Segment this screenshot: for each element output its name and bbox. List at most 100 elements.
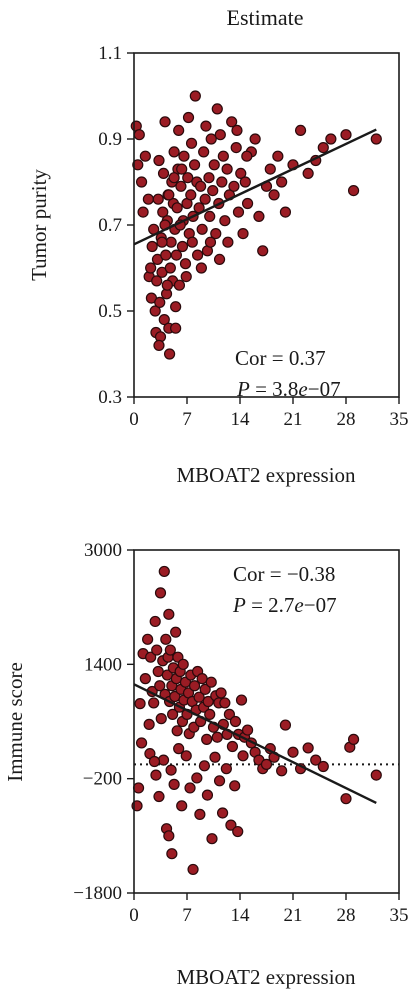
- data-point: [170, 301, 182, 313]
- data-point: [213, 775, 226, 787]
- data-point: [171, 202, 183, 214]
- data-point: [241, 724, 254, 736]
- x-tick-label: 0: [129, 905, 139, 926]
- p-exponent: −07: [308, 377, 341, 401]
- data-point: [223, 708, 235, 720]
- data-point: [168, 778, 180, 790]
- data-point: [180, 271, 192, 283]
- data-point: [132, 159, 144, 171]
- data-point: [153, 154, 165, 167]
- data-point: [134, 698, 146, 710]
- data-point: [165, 764, 177, 776]
- y-tick-label: 1.1: [98, 43, 122, 64]
- data-point: [163, 608, 175, 620]
- data-point: [168, 172, 180, 184]
- data-point: [163, 189, 175, 201]
- data-point: [142, 633, 154, 645]
- data-point: [219, 215, 231, 227]
- data-point: [225, 819, 237, 831]
- data-point: [370, 133, 382, 145]
- data-point: [154, 587, 167, 599]
- correlation-label: Cor = −0.38: [233, 562, 335, 586]
- data-point: [203, 172, 215, 184]
- data-point: [194, 808, 206, 820]
- data-point: [235, 694, 248, 706]
- data-point: [302, 742, 314, 754]
- data-point: [198, 146, 210, 158]
- data-point: [178, 150, 190, 162]
- data-point: [310, 754, 322, 766]
- data-point: [176, 163, 188, 175]
- data-point: [176, 800, 188, 812]
- data-point: [198, 760, 211, 772]
- x-tick-label: 14: [231, 409, 251, 430]
- data-point: [133, 129, 145, 141]
- data-point: [176, 240, 189, 253]
- p-value-label: P = 2.7e−07: [232, 593, 337, 617]
- data-point: [201, 789, 214, 801]
- data-point: [163, 830, 175, 842]
- p-exponent-e: e: [294, 593, 303, 617]
- data-point: [253, 210, 265, 222]
- data-point: [137, 206, 149, 218]
- x-tick-label: 7: [182, 409, 192, 430]
- data-point: [158, 565, 170, 578]
- data-point: [142, 193, 154, 205]
- x-tick-label: 7: [182, 905, 192, 926]
- data-point: [237, 228, 249, 240]
- data-point: [185, 189, 197, 201]
- data-point: [143, 718, 155, 730]
- data-point: [257, 245, 269, 257]
- data-point: [199, 683, 211, 695]
- data-point: [235, 167, 247, 179]
- data-point: [205, 676, 217, 688]
- y-tick-label: 0.7: [98, 215, 122, 236]
- data-point: [205, 133, 217, 145]
- data-point: [239, 176, 251, 188]
- data-point: [182, 172, 194, 184]
- data-point: [151, 275, 163, 287]
- data-point: [159, 116, 171, 128]
- data-point: [216, 176, 228, 188]
- data-point: [173, 279, 186, 291]
- p-value-label: P = 3.8e−07: [236, 377, 341, 401]
- data-point: [268, 189, 280, 201]
- data-point: [186, 236, 198, 248]
- x-axis-title: MBOAT2 expression: [176, 965, 356, 989]
- y-tick-label: 1400: [84, 654, 122, 675]
- p-symbol: P: [232, 593, 246, 617]
- data-point: [188, 680, 201, 692]
- data-point: [139, 673, 151, 685]
- data-point: [209, 751, 221, 763]
- data-point: [149, 615, 161, 628]
- data-point: [152, 193, 164, 205]
- data-point: [200, 120, 212, 132]
- data-point: [150, 769, 162, 781]
- data-point: [188, 159, 201, 171]
- data-point: [211, 731, 223, 743]
- data-point: [221, 163, 233, 175]
- data-point: [149, 305, 161, 317]
- data-point: [231, 124, 243, 136]
- x-tick-label: 35: [390, 905, 409, 926]
- data-point: [196, 223, 208, 235]
- data-point: [208, 159, 220, 171]
- data-point: [302, 167, 314, 179]
- data-point: [347, 185, 360, 197]
- data-point: [173, 124, 185, 136]
- data-point: [272, 150, 284, 162]
- data-point: [340, 793, 352, 805]
- x-tick-label: 35: [390, 409, 409, 430]
- x-tick-label: 21: [284, 409, 303, 430]
- data-point: [317, 142, 329, 154]
- data-point: [210, 228, 222, 240]
- data-point: [170, 626, 182, 638]
- x-tick-label: 28: [337, 905, 356, 926]
- data-point: [222, 236, 234, 248]
- data-point: [145, 262, 157, 274]
- data-point: [154, 296, 166, 308]
- data-point: [164, 262, 176, 274]
- data-point: [226, 740, 239, 753]
- data-point: [187, 863, 199, 876]
